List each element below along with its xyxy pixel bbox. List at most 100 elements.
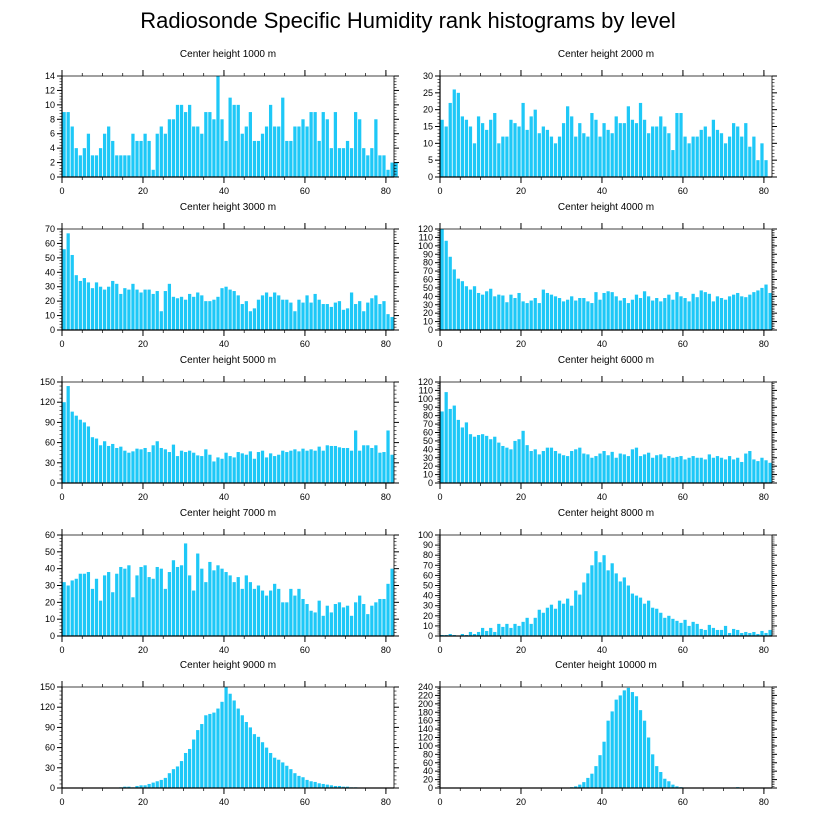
- bar: [151, 169, 155, 177]
- bar: [366, 302, 370, 330]
- bar: [159, 311, 163, 330]
- bar: [337, 785, 342, 788]
- bar: [590, 303, 594, 330]
- bar: [70, 126, 74, 177]
- bar: [123, 450, 127, 483]
- bar: [268, 590, 273, 636]
- bar: [529, 451, 533, 483]
- bar: [135, 575, 139, 636]
- bar: [691, 456, 695, 483]
- bar: [525, 617, 529, 636]
- bar: [273, 126, 277, 177]
- bar: [354, 430, 358, 483]
- bar: [582, 782, 586, 788]
- bar: [333, 445, 338, 483]
- y-tick-label: 6: [50, 129, 55, 139]
- y-tick-label: 110: [419, 385, 433, 395]
- bar: [711, 301, 716, 330]
- bar: [586, 573, 590, 636]
- bar: [362, 604, 366, 636]
- bar: [578, 298, 582, 330]
- bar: [630, 449, 635, 483]
- bar: [305, 604, 309, 636]
- bar: [598, 136, 602, 177]
- bar: [147, 289, 151, 330]
- bar: [390, 162, 394, 177]
- bar: [333, 112, 338, 177]
- bar: [626, 106, 630, 177]
- bar: [159, 779, 163, 788]
- x-tick-label: 40: [219, 492, 229, 502]
- bar: [501, 626, 505, 636]
- bar: [329, 612, 333, 636]
- bar: [590, 773, 594, 788]
- bar: [707, 624, 711, 636]
- bar: [135, 140, 139, 177]
- bar: [264, 595, 269, 636]
- bar: [66, 386, 70, 483]
- bar: [578, 784, 582, 788]
- y-tick-label: 60: [45, 530, 55, 540]
- bar: [354, 304, 358, 330]
- bar: [216, 708, 220, 788]
- bar: [444, 240, 448, 330]
- bar: [646, 133, 651, 177]
- bar: [517, 625, 521, 636]
- bar: [671, 457, 675, 483]
- bar: [566, 456, 570, 483]
- bar: [317, 783, 321, 788]
- bar: [691, 136, 695, 177]
- bar: [135, 448, 139, 483]
- bar: [313, 293, 317, 330]
- x-tick-label: 20: [138, 339, 148, 349]
- y-tick-label: 220: [418, 690, 433, 700]
- bar: [545, 129, 550, 177]
- y-tick-label: 150: [40, 377, 55, 387]
- y-tick-label: 20: [45, 296, 55, 306]
- bar: [244, 722, 248, 788]
- bar: [232, 291, 236, 330]
- bar: [630, 119, 635, 177]
- x-tick-label: 60: [678, 186, 688, 196]
- bar: [62, 402, 66, 483]
- bar: [196, 455, 200, 483]
- bar: [760, 630, 764, 636]
- bar: [695, 457, 699, 483]
- y-tick-label: 70: [423, 266, 433, 276]
- x-tick-label: 80: [759, 797, 769, 807]
- bar: [699, 457, 703, 483]
- bar: [557, 136, 562, 177]
- bar: [497, 623, 501, 636]
- y-tick-label: 10: [423, 470, 433, 480]
- bar: [139, 566, 143, 636]
- bar: [321, 450, 325, 483]
- bar: [537, 133, 541, 177]
- bar: [586, 136, 590, 177]
- bar: [224, 452, 228, 483]
- bar: [679, 622, 683, 636]
- bar: [74, 148, 78, 177]
- bar: [744, 453, 748, 483]
- bar: [727, 456, 732, 483]
- bar: [337, 301, 342, 330]
- bar: [671, 299, 675, 330]
- bar: [744, 297, 748, 330]
- bar: [561, 603, 566, 636]
- bar: [86, 426, 91, 483]
- bar: [723, 299, 728, 330]
- bar: [752, 631, 756, 636]
- x-tick-label: 80: [759, 339, 769, 349]
- bar: [74, 578, 78, 636]
- bar: [285, 299, 289, 330]
- bar: [325, 445, 329, 483]
- x-tick-label: 40: [597, 339, 607, 349]
- x-tick-label: 60: [300, 492, 310, 502]
- y-tick-label: 20: [423, 105, 433, 115]
- bar: [464, 422, 469, 483]
- bar: [313, 781, 317, 788]
- bar: [602, 555, 606, 636]
- bar: [663, 778, 667, 788]
- bar: [566, 106, 570, 177]
- bar: [521, 621, 525, 636]
- bar: [553, 296, 558, 330]
